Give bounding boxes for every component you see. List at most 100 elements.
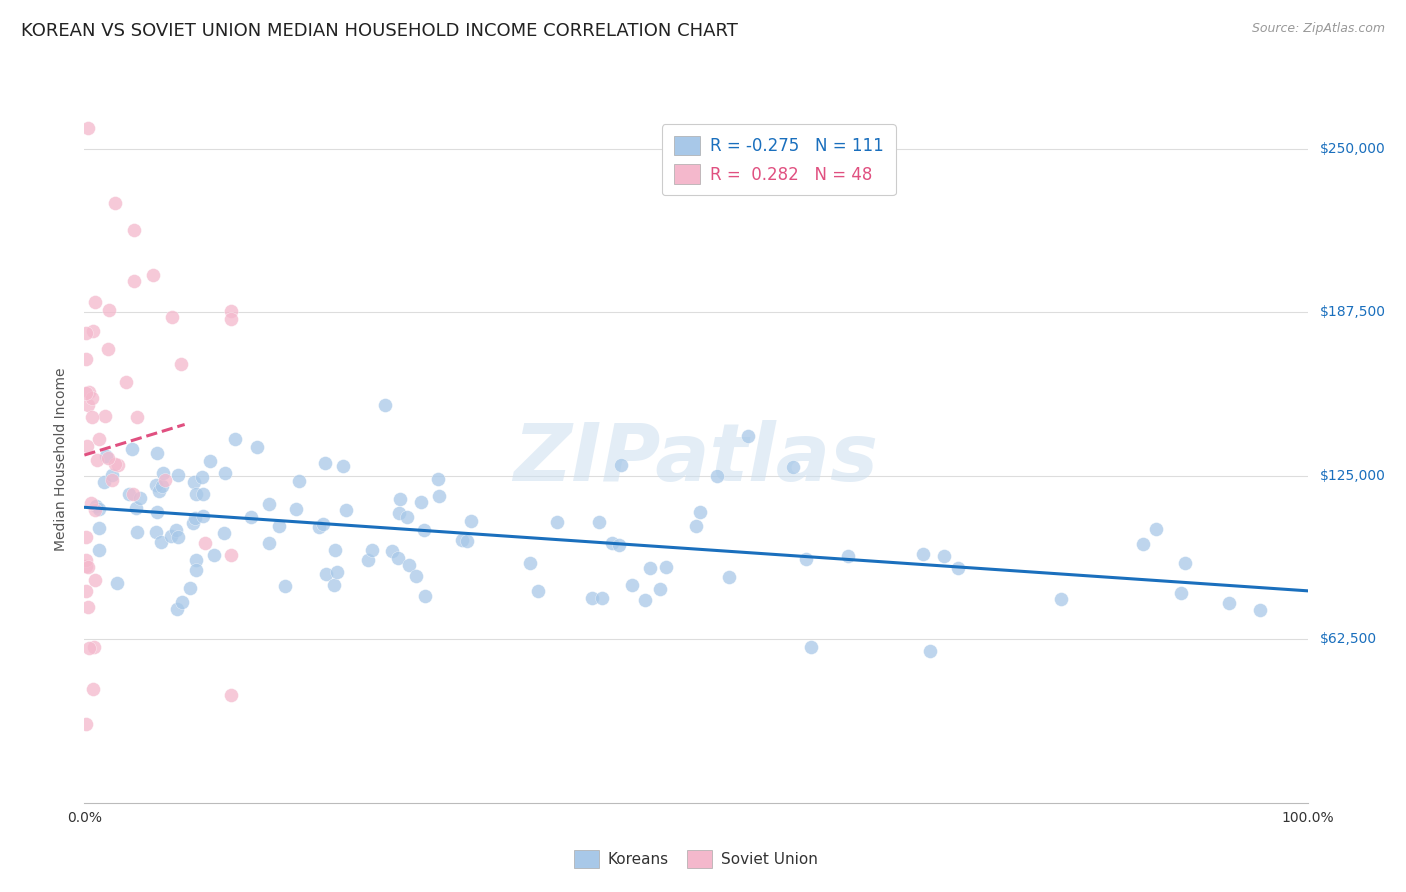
- Text: $187,500: $187,500: [1320, 305, 1386, 319]
- Point: [934, 549, 956, 563]
- Point: [332, 459, 354, 474]
- Point: [84, 499, 107, 513]
- Point: [76, 399, 98, 413]
- Point: [104, 458, 127, 472]
- Point: [267, 519, 290, 533]
- Point: [190, 470, 212, 484]
- Point: [127, 410, 149, 425]
- Point: [118, 487, 141, 501]
- Point: [273, 579, 295, 593]
- Point: [837, 549, 859, 564]
- Point: [381, 544, 404, 558]
- Point: [219, 688, 242, 702]
- Point: [97, 302, 120, 317]
- Text: ZIPatlas: ZIPatlas: [513, 420, 879, 499]
- Point: [77, 120, 100, 135]
- Y-axis label: Median Household Income: Median Household Income: [55, 368, 69, 551]
- Point: [93, 475, 115, 489]
- Point: [737, 429, 759, 443]
- Point: [654, 559, 676, 574]
- Point: [413, 523, 436, 537]
- Point: [387, 550, 409, 565]
- Point: [167, 530, 190, 544]
- Point: [357, 553, 380, 567]
- Point: [607, 538, 630, 552]
- Point: [153, 473, 176, 487]
- Point: [145, 505, 167, 519]
- Point: [75, 386, 97, 401]
- Legend: Koreans, Soviet Union: Koreans, Soviet Union: [568, 845, 824, 874]
- Point: [122, 487, 145, 501]
- Point: [166, 602, 188, 616]
- Text: $62,500: $62,500: [1320, 632, 1376, 647]
- Point: [75, 352, 97, 367]
- Point: [146, 446, 169, 460]
- Point: [166, 467, 188, 482]
- Point: [1170, 586, 1192, 600]
- Point: [160, 310, 183, 325]
- Point: [427, 489, 450, 503]
- Point: [546, 515, 568, 529]
- Point: [79, 384, 101, 399]
- Point: [374, 398, 396, 412]
- Point: [77, 560, 100, 574]
- Point: [591, 591, 613, 606]
- Point: [634, 593, 657, 607]
- Point: [527, 583, 550, 598]
- Point: [1144, 522, 1167, 536]
- Point: [326, 566, 349, 580]
- Point: [184, 510, 207, 524]
- Point: [152, 479, 174, 493]
- Point: [948, 561, 970, 575]
- Point: [75, 326, 97, 340]
- Point: [308, 520, 330, 534]
- Point: [396, 510, 419, 524]
- Point: [257, 497, 280, 511]
- Point: [224, 432, 246, 446]
- Point: [84, 503, 107, 517]
- Point: [183, 475, 205, 489]
- Point: [124, 274, 146, 288]
- Point: [170, 595, 193, 609]
- Point: [519, 556, 541, 570]
- Point: [107, 458, 129, 473]
- Point: [76, 439, 98, 453]
- Point: [80, 410, 103, 425]
- Point: [86, 452, 108, 467]
- Point: [84, 573, 107, 587]
- Point: [83, 640, 105, 655]
- Point: [409, 495, 432, 509]
- Point: [121, 442, 143, 456]
- Point: [150, 535, 173, 549]
- Point: [315, 566, 337, 581]
- Point: [75, 559, 97, 574]
- Point: [600, 536, 623, 550]
- Point: [323, 542, 346, 557]
- Point: [181, 516, 204, 530]
- Point: [389, 492, 412, 507]
- Point: [912, 547, 935, 561]
- Point: [638, 561, 661, 575]
- Point: [75, 553, 97, 567]
- Point: [80, 496, 103, 510]
- Point: [1174, 557, 1197, 571]
- Point: [145, 525, 167, 540]
- Point: [89, 501, 111, 516]
- Point: [1218, 596, 1240, 610]
- Point: [97, 450, 120, 465]
- Point: [82, 391, 104, 405]
- Point: [77, 641, 100, 656]
- Point: [200, 454, 222, 468]
- Point: [794, 552, 817, 566]
- Point: [94, 409, 117, 423]
- Point: [152, 466, 174, 480]
- Point: [87, 542, 110, 557]
- Point: [193, 508, 215, 523]
- Point: [581, 591, 603, 605]
- Point: [685, 519, 707, 533]
- Point: [219, 312, 242, 326]
- Point: [186, 553, 208, 567]
- Point: [142, 268, 165, 283]
- Text: $125,000: $125,000: [1320, 468, 1386, 483]
- Point: [125, 524, 148, 539]
